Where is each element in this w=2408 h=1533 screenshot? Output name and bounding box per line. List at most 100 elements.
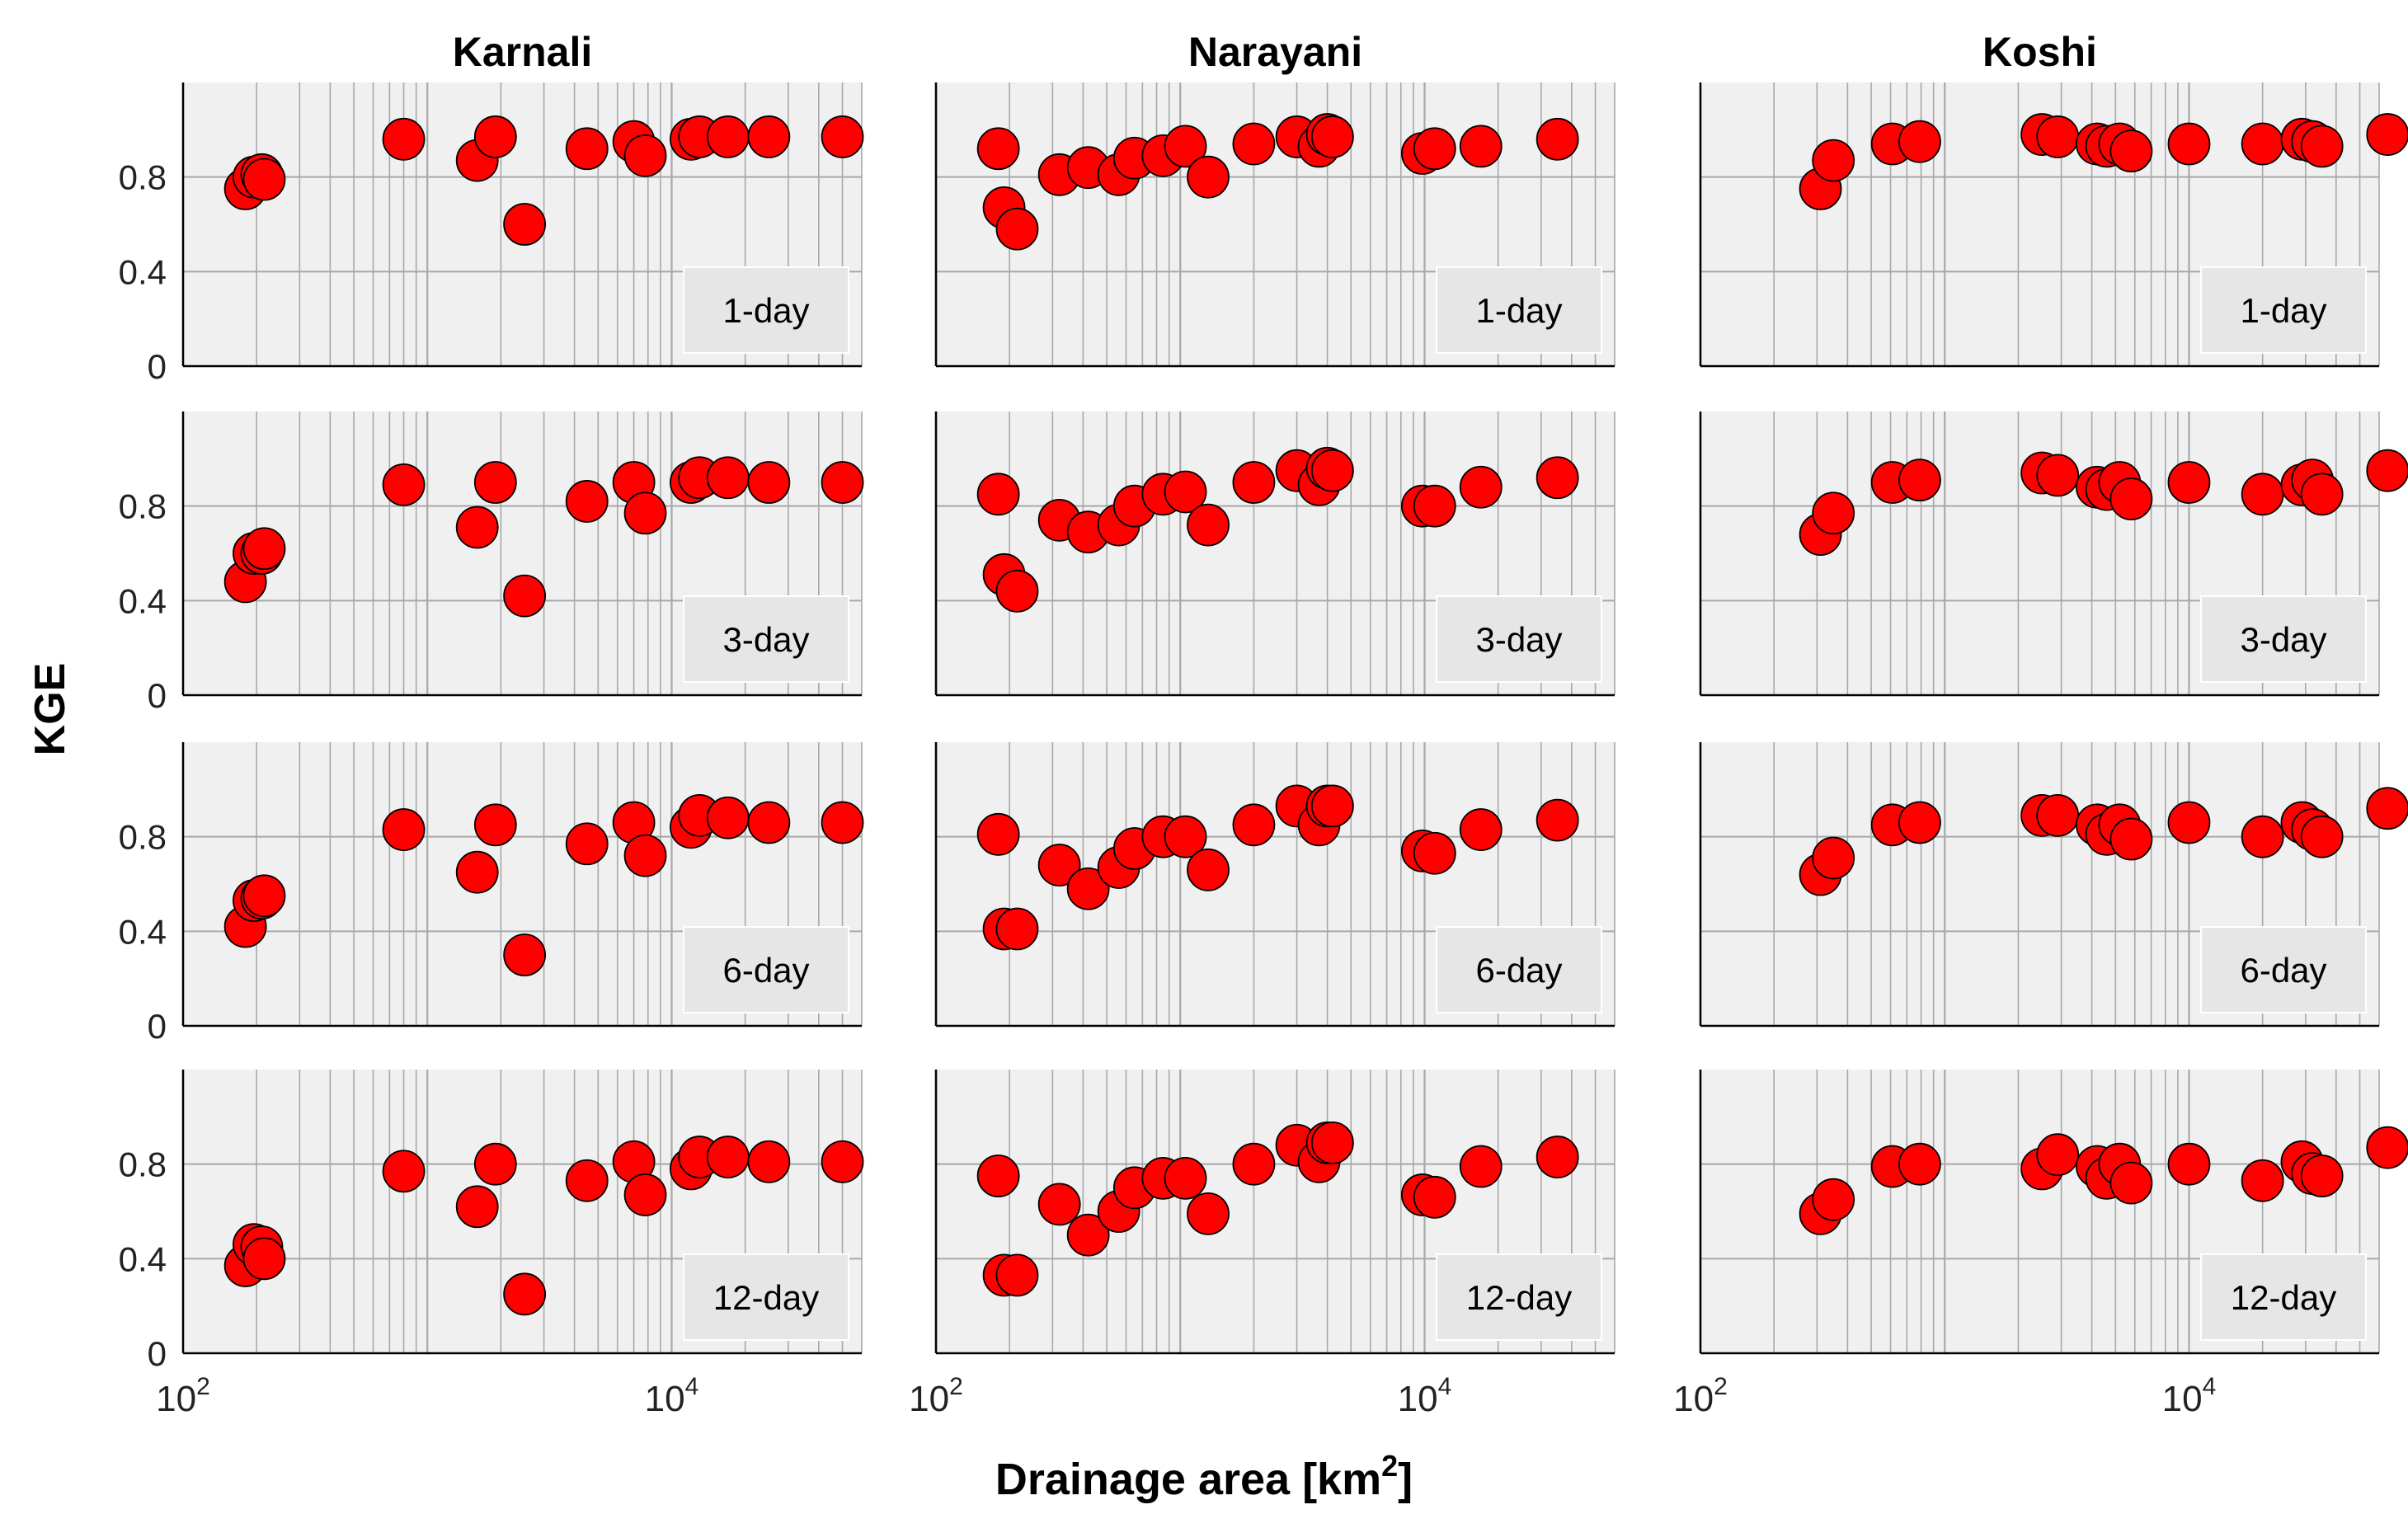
data-point	[1232, 122, 1276, 166]
data-point	[1066, 867, 1110, 910]
data-point	[976, 473, 1020, 516]
window-legend-box	[2200, 926, 2367, 1013]
data-point	[821, 801, 864, 844]
data-point	[2366, 787, 2408, 830]
basin-title-karnali: Karnali	[453, 29, 593, 75]
data-point	[1812, 139, 1855, 182]
data-point	[623, 1173, 667, 1216]
data-point	[473, 115, 517, 158]
data-point	[623, 134, 667, 177]
data-point	[242, 874, 286, 918]
y-axis-label: KGE	[26, 663, 74, 756]
data-point	[821, 1140, 864, 1183]
data-point	[623, 491, 667, 535]
data-point	[503, 574, 547, 618]
data-point	[1187, 155, 1230, 199]
y-tick-label: 0.4	[119, 252, 167, 291]
data-point	[976, 812, 1020, 856]
data-point	[2036, 1133, 2080, 1177]
data-point	[2167, 122, 2211, 166]
basin-title-narayani: Narayani	[1188, 29, 1362, 75]
data-point	[1232, 1142, 1276, 1186]
data-point	[503, 933, 547, 976]
window-legend-box	[1436, 1253, 1602, 1341]
x-tick-label: 104	[645, 1373, 699, 1419]
data-point	[242, 158, 286, 201]
data-point	[1187, 848, 1230, 891]
x-axis-label-main: Drainage area [km	[995, 1455, 1381, 1504]
panel-narayani-12-day: 102 104 12-day	[909, 1070, 1616, 1419]
window-legend-label: 3-day	[722, 620, 809, 659]
x-axis-label-close: ]	[1398, 1455, 1413, 1504]
y-tick-label: 0.8	[119, 1145, 167, 1184]
data-point	[995, 1253, 1039, 1297]
data-point	[2241, 815, 2284, 858]
panel-karnali-3-day: 0 0.4 0.8 3-day	[119, 411, 864, 715]
window-legend-label: 12-day	[1466, 1278, 1572, 1317]
data-point	[1066, 1213, 1110, 1257]
data-point	[2300, 473, 2344, 516]
window-legend-box	[683, 266, 849, 354]
data-point	[1164, 470, 1207, 514]
data-point	[747, 1140, 791, 1183]
data-point	[2300, 815, 2344, 858]
data-point	[976, 1154, 1020, 1197]
data-point	[1536, 117, 1579, 161]
data-point	[382, 117, 426, 161]
panel-karnali-1-day: 0 0.4 0.8 1-day	[119, 82, 864, 386]
data-point	[1536, 1136, 1579, 1178]
panel-narayani-1-day: 1-day	[934, 82, 1616, 368]
y-tick-label: 0.8	[119, 818, 167, 857]
data-point	[242, 527, 286, 571]
x-tick-label: 102	[156, 1373, 210, 1419]
x-tick-label: 104	[1398, 1373, 1452, 1419]
data-point	[473, 1142, 517, 1186]
data-point	[706, 456, 750, 500]
data-point	[706, 115, 750, 158]
x-tick-label: 104	[2162, 1373, 2217, 1419]
window-legend-box	[683, 1253, 849, 1341]
y-tick-label: 0.8	[119, 158, 167, 197]
data-point	[2366, 113, 2408, 156]
data-point	[382, 1150, 426, 1193]
data-point	[1812, 1178, 1855, 1221]
data-point	[821, 115, 864, 158]
data-point	[2036, 793, 2080, 837]
data-point	[1536, 798, 1579, 842]
window-legend-box	[683, 595, 849, 683]
window-legend-label: 12-day	[2231, 1278, 2336, 1317]
basin-title-koshi: Koshi	[1982, 29, 2097, 75]
x-tick-label: 102	[909, 1373, 963, 1419]
data-point	[706, 1136, 750, 1178]
window-legend-label: 1-day	[722, 291, 809, 330]
data-point	[565, 822, 609, 866]
data-point	[503, 203, 547, 246]
panel-karnali-12-day: 0 0.4 0.8 102 104 12-day	[119, 1070, 864, 1419]
data-point	[623, 834, 667, 877]
data-point	[1164, 1156, 1207, 1200]
data-point	[1037, 1183, 1081, 1226]
y-tick-label: 0.4	[119, 912, 167, 951]
window-legend-label: 12-day	[713, 1278, 819, 1317]
data-point	[382, 808, 426, 851]
data-point	[2167, 461, 2211, 504]
data-point	[1812, 491, 1855, 535]
window-legend-box	[2200, 1253, 2367, 1341]
window-legend-box	[1436, 926, 1602, 1013]
data-point	[1187, 503, 1230, 547]
data-point	[2241, 122, 2284, 166]
data-point	[565, 480, 609, 523]
data-point	[1037, 844, 1081, 886]
data-point	[1413, 484, 1456, 528]
x-axis-label-superscript: 2	[1381, 1449, 1398, 1483]
data-point	[995, 569, 1039, 613]
data-point	[1898, 801, 1941, 844]
data-point	[1310, 784, 1354, 828]
y-tick-label: 0.4	[119, 1239, 167, 1278]
data-point	[1459, 808, 1503, 851]
window-legend-label: 6-day	[1475, 951, 1562, 990]
data-point	[2167, 1142, 2211, 1186]
data-point	[503, 1272, 547, 1316]
window-legend-box	[683, 926, 849, 1013]
